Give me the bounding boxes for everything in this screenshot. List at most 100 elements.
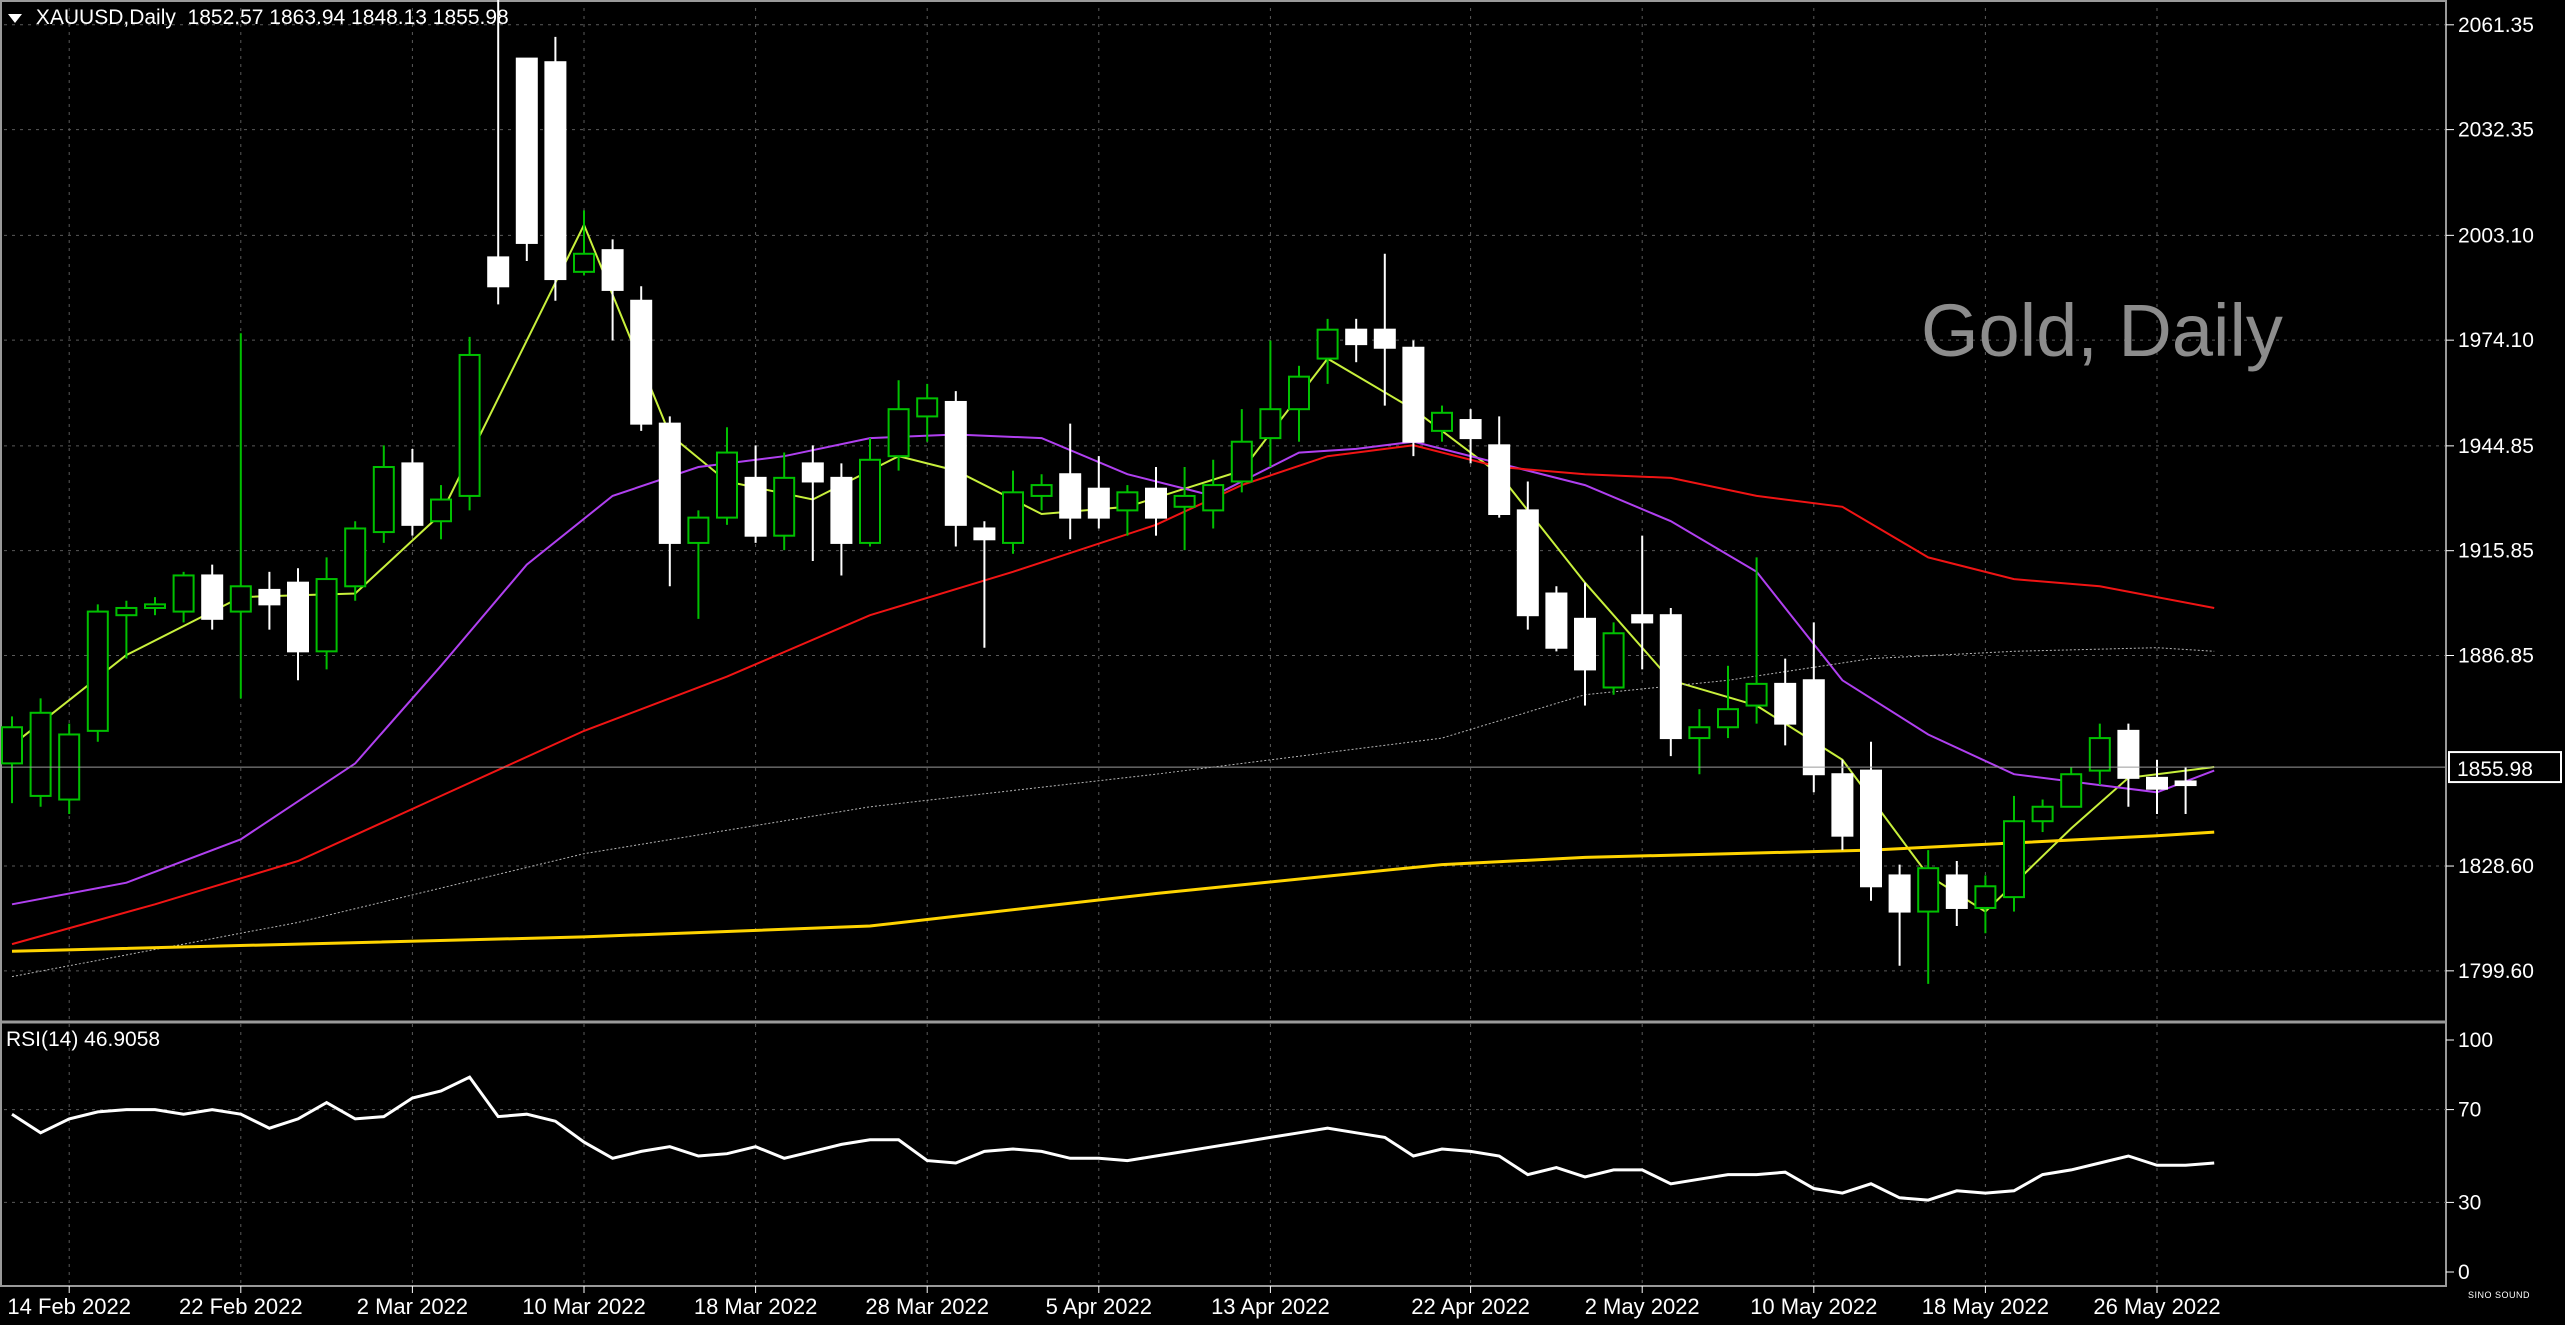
candle[interactable] [1345,318,1368,363]
candle-body [458,353,481,497]
candle[interactable] [1602,622,1625,695]
candle[interactable] [86,604,109,742]
candle[interactable] [1459,409,1482,464]
candle[interactable] [944,391,967,547]
candle-body [344,527,367,588]
candle[interactable] [487,0,510,305]
candle[interactable] [1,716,23,804]
candle[interactable] [1431,405,1453,442]
candle[interactable] [144,597,166,616]
candle[interactable] [1259,340,1282,468]
candle[interactable] [401,448,424,536]
candle-body [430,498,452,523]
candle[interactable] [1974,875,1997,934]
candles[interactable] [1,0,2197,984]
candle[interactable] [29,698,52,807]
candle[interactable] [973,521,996,648]
candle[interactable] [2088,723,2111,786]
candle[interactable] [1574,582,1596,706]
candle[interactable] [229,333,252,699]
candle[interactable] [859,438,881,547]
candle-body [687,516,710,544]
candle[interactable] [430,485,452,540]
candle[interactable] [1516,481,1539,630]
candle[interactable] [1202,459,1225,529]
candle[interactable] [2146,759,2168,814]
candle[interactable] [916,383,939,442]
candle-body [773,476,796,537]
time-label: 13 Apr 2022 [1211,1294,1330,1319]
candle[interactable] [2174,767,2197,814]
candle[interactable] [630,286,653,431]
candle[interactable] [458,336,481,511]
candle[interactable] [1745,557,1768,724]
candle[interactable] [1488,416,1511,518]
candle-body [1545,592,1568,649]
candle-body [315,578,338,653]
candle[interactable] [1945,860,1968,927]
candle[interactable] [1087,456,1110,529]
candle[interactable] [1373,253,1396,406]
candle[interactable] [687,510,710,619]
candle[interactable] [115,600,138,659]
candle-body [1688,726,1711,740]
candle-body [258,588,281,606]
candle[interactable] [2003,795,2025,912]
candle[interactable] [1688,709,1711,775]
candle[interactable] [658,416,681,587]
candle-body [1345,328,1368,346]
candle[interactable] [258,571,281,630]
candle-body [801,462,824,483]
candle[interactable] [1774,658,1797,746]
candle[interactable] [1545,586,1568,652]
candle[interactable] [2031,799,2054,833]
candle[interactable] [1173,467,1196,551]
candle[interactable] [1145,467,1167,536]
candle[interactable] [830,463,853,576]
candle[interactable] [1316,318,1339,384]
candle[interactable] [515,57,538,261]
candle[interactable] [744,445,767,543]
candle[interactable] [1860,741,1882,901]
candle[interactable] [1288,365,1310,442]
candle-body [144,603,166,609]
candle-body [1459,419,1482,440]
candle[interactable] [1002,470,1024,554]
candle[interactable] [773,452,796,551]
candle[interactable] [1888,864,1911,966]
candle[interactable] [58,723,81,814]
candle[interactable] [344,521,367,601]
candle[interactable] [1116,485,1139,536]
dropdown-triangle-icon[interactable] [8,13,22,23]
candle[interactable] [1717,665,1739,739]
candle-body [1087,487,1110,519]
ohlc-values: 1852.57 1863.94 1848.13 1855.98 [187,6,509,29]
candle[interactable] [172,571,195,623]
candle[interactable] [315,557,338,670]
candle[interactable] [287,568,309,681]
candle[interactable] [1659,607,1682,757]
candle[interactable] [2117,723,2140,807]
candle[interactable] [716,427,738,525]
candle[interactable] [1831,759,1854,851]
candle[interactable] [2060,767,2083,808]
candle[interactable] [573,210,595,276]
candle[interactable] [1230,409,1253,493]
candle[interactable] [1631,535,1654,670]
candle[interactable] [1802,622,1825,793]
candle[interactable] [201,564,224,630]
candle-body [1802,679,1825,776]
candle[interactable] [601,239,624,341]
candle[interactable] [801,445,824,561]
candle[interactable] [1402,340,1425,457]
candle[interactable] [372,445,395,543]
candle[interactable] [1917,850,1940,984]
candle[interactable] [1030,474,1053,511]
rsi-axis-label: 70 [2458,1099,2481,1122]
candle[interactable] [544,36,567,301]
candle[interactable] [1059,423,1082,540]
candle-body [859,458,881,544]
candle-body [573,252,595,273]
candle[interactable] [887,380,910,471]
